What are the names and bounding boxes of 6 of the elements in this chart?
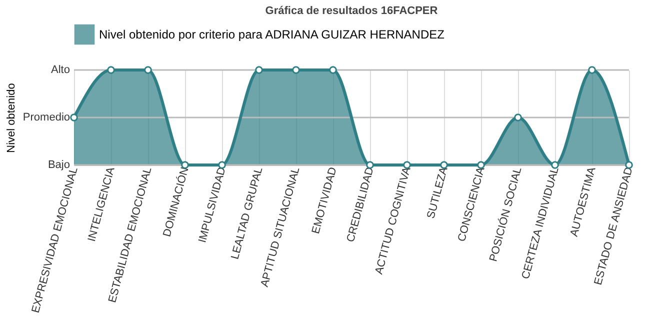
ref-line-label: Alto xyxy=(51,64,70,76)
ref-line-label: Promedio xyxy=(22,112,70,124)
legend-label: Nivel obtenido por criterio para ADRIANA GUIZAR HERNANDEZ xyxy=(99,28,444,42)
ref-line-label: Bajo xyxy=(48,159,70,171)
chart-title: Gráfica de resultados 16FACPER xyxy=(265,5,438,17)
y-axis-title: Nivel obtenido xyxy=(6,83,18,153)
